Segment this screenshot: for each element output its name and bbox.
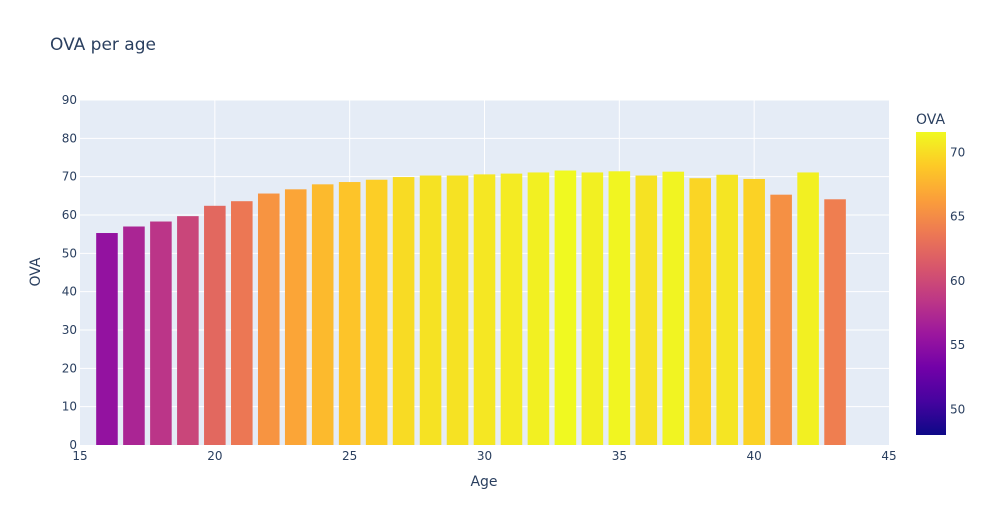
colorbar-tick-label: 50	[950, 402, 965, 416]
y-tick-label: 60	[62, 208, 77, 222]
bar-age-16[interactable]	[96, 233, 118, 445]
bar-age-40[interactable]	[743, 178, 765, 445]
colorbar-tick-label: 65	[950, 210, 965, 224]
x-tick-label: 40	[747, 449, 762, 463]
bar-age-35[interactable]	[608, 171, 631, 446]
y-tick-label: 90	[62, 93, 77, 107]
x-axis-ticks: 15 20 25 30 35 40 45	[72, 449, 896, 463]
colorbar-tick-label: 60	[950, 274, 965, 288]
colorbar-tick-label: 70	[950, 146, 965, 160]
bar-age-21[interactable]	[231, 201, 253, 445]
bar-age-34[interactable]	[581, 172, 604, 445]
bar-age-23[interactable]	[284, 189, 307, 445]
bar-age-31[interactable]	[500, 173, 523, 445]
bars	[96, 170, 846, 446]
y-tick-label: 0	[69, 438, 77, 452]
bar-age-27[interactable]	[392, 177, 415, 446]
colorbar-title: OVA	[916, 112, 945, 128]
x-tick-label: 25	[342, 449, 357, 463]
x-tick-label: 35	[612, 449, 627, 463]
bar-age-24[interactable]	[311, 184, 334, 446]
colorbar-tick-label: 55	[950, 338, 965, 352]
y-tick-label: 50	[62, 246, 77, 260]
y-tick-label: 20	[62, 361, 77, 375]
bar-age-25[interactable]	[338, 182, 361, 446]
x-tick-label: 30	[477, 449, 492, 463]
bar-age-18[interactable]	[150, 221, 172, 445]
bar-age-28[interactable]	[419, 175, 442, 445]
bar-age-26[interactable]	[365, 179, 388, 445]
y-tick-label: 80	[62, 131, 77, 145]
bar-age-43[interactable]	[824, 199, 846, 445]
bar-age-19[interactable]	[177, 216, 199, 445]
y-axis-title: OVA	[28, 257, 44, 286]
bar-age-42[interactable]	[797, 172, 819, 445]
chart-title: OVA per age	[50, 35, 156, 55]
y-axis-ticks: 0 10 20 30 40 50 60 70 80 90	[62, 93, 77, 452]
y-tick-label: 40	[62, 285, 77, 299]
bar-age-20[interactable]	[204, 205, 226, 445]
x-tick-label: 45	[881, 449, 896, 463]
bar-age-41[interactable]	[770, 194, 792, 445]
y-tick-label: 10	[62, 400, 77, 414]
x-tick-label: 15	[72, 449, 87, 463]
x-axis-title: Age	[470, 474, 497, 490]
bar-age-17[interactable]	[123, 226, 145, 446]
y-tick-label: 30	[62, 323, 77, 337]
bar-age-32[interactable]	[527, 172, 550, 445]
colorbar: OVA 50 55 60 65 70	[916, 112, 965, 435]
bar-age-22[interactable]	[257, 193, 280, 445]
bar-age-38[interactable]	[689, 178, 712, 445]
bar-age-30[interactable]	[473, 174, 496, 445]
y-tick-label: 70	[62, 170, 77, 184]
x-tick-label: 20	[207, 449, 222, 463]
bar-age-29[interactable]	[446, 175, 469, 445]
bar-age-39[interactable]	[716, 174, 738, 445]
colorbar-ticks: 50 55 60 65 70	[950, 146, 965, 417]
bar-age-33[interactable]	[554, 170, 577, 446]
bar-age-37[interactable]	[662, 171, 685, 445]
colorbar-gradient	[916, 132, 946, 435]
bar-age-36[interactable]	[635, 175, 658, 445]
